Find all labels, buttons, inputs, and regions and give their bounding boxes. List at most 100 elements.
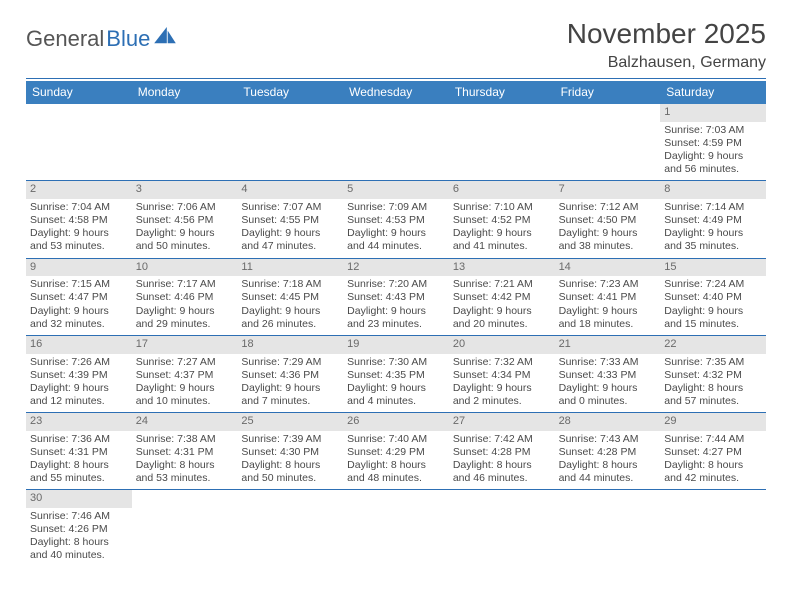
dl2-text: and 53 minutes. xyxy=(30,240,128,253)
page-header: GeneralBlue November 2025 Balzhausen, Ge… xyxy=(26,18,766,72)
day-number xyxy=(26,104,132,122)
day-number: 27 xyxy=(449,413,555,431)
dl1-text: Daylight: 9 hours xyxy=(453,227,551,240)
dl2-text: and 48 minutes. xyxy=(347,472,445,485)
day-cell: 10Sunrise: 7:17 AMSunset: 4:46 PMDayligh… xyxy=(132,259,238,335)
empty-cell xyxy=(343,490,449,566)
day-cell: 1Sunrise: 7:03 AMSunset: 4:59 PMDaylight… xyxy=(660,104,766,180)
dl1-text: Daylight: 8 hours xyxy=(30,536,128,549)
day-number: 10 xyxy=(132,259,238,277)
sunset-text: Sunset: 4:28 PM xyxy=(559,446,657,459)
sunset-text: Sunset: 4:28 PM xyxy=(453,446,551,459)
dl1-text: Daylight: 8 hours xyxy=(347,459,445,472)
sunset-text: Sunset: 4:31 PM xyxy=(30,446,128,459)
sunset-text: Sunset: 4:26 PM xyxy=(30,523,128,536)
sunset-text: Sunset: 4:52 PM xyxy=(453,214,551,227)
day-number: 11 xyxy=(237,259,343,277)
day-cell: 18Sunrise: 7:29 AMSunset: 4:36 PMDayligh… xyxy=(237,336,343,412)
week-row: 1Sunrise: 7:03 AMSunset: 4:59 PMDaylight… xyxy=(26,104,766,181)
dl1-text: Daylight: 8 hours xyxy=(664,459,762,472)
sunset-text: Sunset: 4:53 PM xyxy=(347,214,445,227)
dl1-text: Daylight: 9 hours xyxy=(347,227,445,240)
week-row: 30Sunrise: 7:46 AMSunset: 4:26 PMDayligh… xyxy=(26,490,766,566)
day-cell: 13Sunrise: 7:21 AMSunset: 4:42 PMDayligh… xyxy=(449,259,555,335)
dl2-text: and 29 minutes. xyxy=(136,318,234,331)
empty-cell xyxy=(660,490,766,566)
dl1-text: Daylight: 8 hours xyxy=(136,459,234,472)
dl1-text: Daylight: 9 hours xyxy=(453,305,551,318)
sunset-text: Sunset: 4:55 PM xyxy=(241,214,339,227)
dl1-text: Daylight: 9 hours xyxy=(664,227,762,240)
day-cell: 28Sunrise: 7:43 AMSunset: 4:28 PMDayligh… xyxy=(555,413,661,489)
sunset-text: Sunset: 4:46 PM xyxy=(136,291,234,304)
day-number: 22 xyxy=(660,336,766,354)
sunset-text: Sunset: 4:36 PM xyxy=(241,369,339,382)
day-header-tue: Tuesday xyxy=(237,81,343,104)
sunrise-text: Sunrise: 7:20 AM xyxy=(347,278,445,291)
day-cell: 14Sunrise: 7:23 AMSunset: 4:41 PMDayligh… xyxy=(555,259,661,335)
empty-cell xyxy=(132,104,238,180)
day-number: 17 xyxy=(132,336,238,354)
dl1-text: Daylight: 9 hours xyxy=(664,150,762,163)
dl1-text: Daylight: 9 hours xyxy=(559,382,657,395)
dl2-text: and 20 minutes. xyxy=(453,318,551,331)
dl1-text: Daylight: 9 hours xyxy=(559,305,657,318)
day-cell: 12Sunrise: 7:20 AMSunset: 4:43 PMDayligh… xyxy=(343,259,449,335)
dl2-text: and 12 minutes. xyxy=(30,395,128,408)
dl1-text: Daylight: 9 hours xyxy=(136,227,234,240)
header-divider xyxy=(26,78,766,79)
sunset-text: Sunset: 4:45 PM xyxy=(241,291,339,304)
sunrise-text: Sunrise: 7:26 AM xyxy=(30,356,128,369)
sunrise-text: Sunrise: 7:23 AM xyxy=(559,278,657,291)
sunset-text: Sunset: 4:42 PM xyxy=(453,291,551,304)
day-cell: 25Sunrise: 7:39 AMSunset: 4:30 PMDayligh… xyxy=(237,413,343,489)
day-number: 18 xyxy=(237,336,343,354)
calendar-page: GeneralBlue November 2025 Balzhausen, Ge… xyxy=(0,0,792,567)
month-title: November 2025 xyxy=(567,18,766,50)
logo-sail-icon xyxy=(154,27,176,45)
weeks-container: 1Sunrise: 7:03 AMSunset: 4:59 PMDaylight… xyxy=(26,104,766,567)
day-number: 23 xyxy=(26,413,132,431)
day-header-sat: Saturday xyxy=(660,81,766,104)
sunset-text: Sunset: 4:32 PM xyxy=(664,369,762,382)
empty-cell xyxy=(26,104,132,180)
sunset-text: Sunset: 4:30 PM xyxy=(241,446,339,459)
dl2-text: and 32 minutes. xyxy=(30,318,128,331)
sunrise-text: Sunrise: 7:03 AM xyxy=(664,124,762,137)
sunrise-text: Sunrise: 7:21 AM xyxy=(453,278,551,291)
dl2-text: and 42 minutes. xyxy=(664,472,762,485)
day-cell: 19Sunrise: 7:30 AMSunset: 4:35 PMDayligh… xyxy=(343,336,449,412)
sunrise-text: Sunrise: 7:14 AM xyxy=(664,201,762,214)
dl2-text: and 55 minutes. xyxy=(30,472,128,485)
dl1-text: Daylight: 9 hours xyxy=(30,305,128,318)
day-number: 2 xyxy=(26,181,132,199)
day-cell: 23Sunrise: 7:36 AMSunset: 4:31 PMDayligh… xyxy=(26,413,132,489)
day-cell: 30Sunrise: 7:46 AMSunset: 4:26 PMDayligh… xyxy=(26,490,132,566)
dl1-text: Daylight: 9 hours xyxy=(241,305,339,318)
sunset-text: Sunset: 4:58 PM xyxy=(30,214,128,227)
day-header-fri: Friday xyxy=(555,81,661,104)
day-cell: 9Sunrise: 7:15 AMSunset: 4:47 PMDaylight… xyxy=(26,259,132,335)
empty-cell xyxy=(449,104,555,180)
day-number: 6 xyxy=(449,181,555,199)
day-number: 8 xyxy=(660,181,766,199)
day-number: 15 xyxy=(660,259,766,277)
sunrise-text: Sunrise: 7:27 AM xyxy=(136,356,234,369)
dl1-text: Daylight: 9 hours xyxy=(30,227,128,240)
day-number xyxy=(343,490,449,508)
dl1-text: Daylight: 9 hours xyxy=(136,382,234,395)
sunset-text: Sunset: 4:50 PM xyxy=(559,214,657,227)
empty-cell xyxy=(237,490,343,566)
day-cell: 11Sunrise: 7:18 AMSunset: 4:45 PMDayligh… xyxy=(237,259,343,335)
sunrise-text: Sunrise: 7:12 AM xyxy=(559,201,657,214)
sunset-text: Sunset: 4:37 PM xyxy=(136,369,234,382)
empty-cell xyxy=(555,490,661,566)
dl1-text: Daylight: 8 hours xyxy=(241,459,339,472)
dl2-text: and 50 minutes. xyxy=(241,472,339,485)
sunrise-text: Sunrise: 7:46 AM xyxy=(30,510,128,523)
sunrise-text: Sunrise: 7:10 AM xyxy=(453,201,551,214)
sunrise-text: Sunrise: 7:07 AM xyxy=(241,201,339,214)
sunrise-text: Sunrise: 7:06 AM xyxy=(136,201,234,214)
day-cell: 16Sunrise: 7:26 AMSunset: 4:39 PMDayligh… xyxy=(26,336,132,412)
day-number xyxy=(343,104,449,122)
